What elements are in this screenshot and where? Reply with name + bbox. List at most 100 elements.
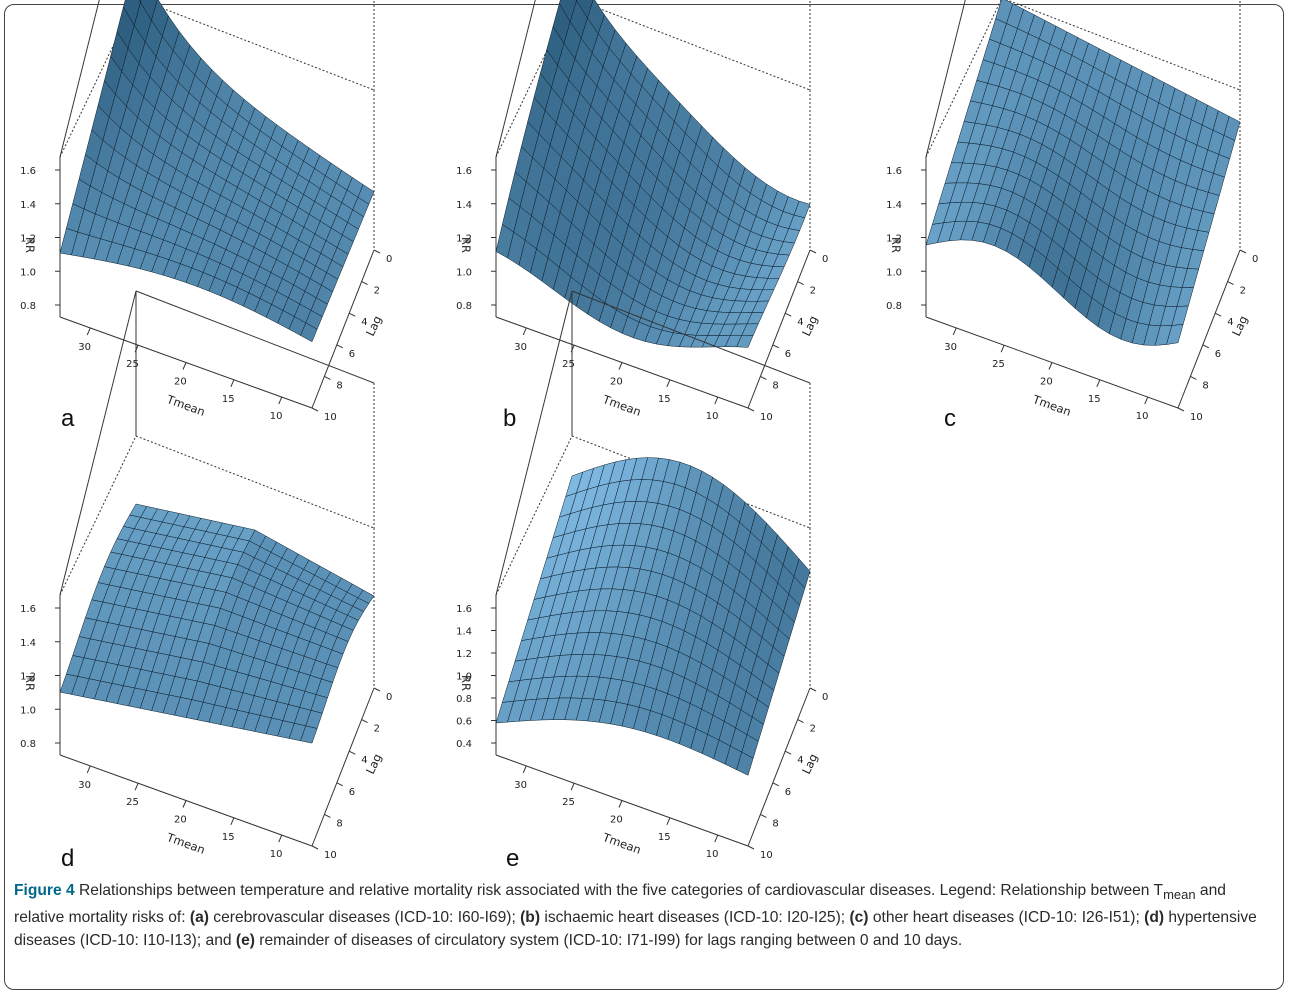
x-tick — [182, 362, 187, 370]
x-axis-label: Tmean — [1030, 392, 1073, 419]
caption-tag-e: (e) — [235, 932, 255, 950]
panel-label-d: d — [61, 845, 75, 872]
y-tick — [1190, 375, 1197, 380]
y-tick-label: 6 — [349, 349, 355, 360]
box-edge — [59, 0, 136, 158]
x-tick-label: 25 — [992, 359, 1005, 370]
z-tick-label: 1.6 — [20, 604, 36, 615]
y-tick-label: 6 — [785, 787, 791, 798]
z-tick-label: 1.0 — [886, 267, 902, 278]
y-tick-label: 8 — [1202, 380, 1208, 391]
x-tick — [618, 800, 623, 808]
y-tick-label: 6 — [1215, 349, 1221, 360]
z-tick-label: 1.4 — [20, 638, 36, 649]
y-tick-label: 6 — [349, 787, 355, 798]
surface-plot-a: 0.81.01.21.41.6RR3025201510Tmean0246810L… — [20, 0, 392, 423]
y-tick-label: 2 — [1240, 286, 1246, 297]
panel-label-b: b — [503, 405, 517, 432]
y-tick-label: 4 — [797, 755, 803, 766]
x-tick-label: 15 — [222, 394, 235, 405]
box-edge — [571, 290, 811, 384]
z-tick-label: 1.0 — [20, 267, 36, 278]
caption-text-c: other heart diseases (ICD-10: I26-I51); — [868, 909, 1145, 927]
y-tick — [1214, 312, 1222, 317]
x-axis-label: Tmean — [600, 392, 643, 419]
caption-text-a: cerebrovascular diseases (ICD-10: I60-I6… — [208, 909, 521, 927]
z-tick-label: 1.2 — [456, 649, 472, 660]
y-tick — [747, 845, 755, 850]
box-edge — [575, 0, 811, 91]
y-tick — [1202, 344, 1210, 349]
x-tick-label: 10 — [706, 411, 719, 422]
x-tick — [182, 800, 187, 808]
x-tick-label: 10 — [270, 411, 283, 422]
y-tick — [311, 407, 319, 412]
x-tick-label: 25 — [562, 797, 575, 808]
y-tick — [772, 344, 780, 349]
z-tick-label: 1.6 — [20, 166, 36, 177]
y-tick — [1239, 249, 1247, 254]
y-tick-label: 4 — [797, 317, 803, 328]
box-edge — [495, 0, 572, 158]
x-axis-label: Tmean — [164, 392, 207, 419]
box-edge — [1005, 0, 1241, 91]
z-tick-label: 1.0 — [456, 267, 472, 278]
y-tick — [324, 375, 331, 380]
y-tick — [348, 750, 356, 755]
figure-caption: Figure 4 Relationships between temperatu… — [14, 879, 1264, 952]
caption-text-e: remainder of diseases of circulatory sys… — [254, 932, 963, 950]
x-tick — [570, 783, 575, 791]
x-tick-label: 20 — [174, 815, 187, 826]
z-tick-label: 1.2 — [20, 672, 36, 683]
box-edge — [495, 290, 573, 596]
x-tick — [1000, 345, 1005, 353]
caption-tag-c: (c) — [849, 909, 869, 927]
surface-facet — [1166, 324, 1184, 345]
z-tick-label: 1.6 — [456, 604, 472, 615]
x-tick-label: 15 — [658, 394, 671, 405]
y-tick-label: 4 — [1227, 317, 1233, 328]
surface-facet — [736, 335, 754, 348]
y-tick — [809, 687, 817, 692]
x-tick-label: 25 — [126, 359, 139, 370]
z-tick-label: 1.6 — [886, 166, 902, 177]
caption-text: and relative mortality risks of: — [14, 882, 1226, 927]
y-tick-label: 2 — [374, 286, 380, 297]
z-axis-label: RR — [23, 675, 37, 691]
z-tick-label: 0.8 — [456, 694, 472, 705]
x-tick-label: 10 — [706, 849, 719, 860]
x-tick-label: 30 — [514, 342, 527, 353]
x-tick — [278, 396, 283, 405]
z-axis-label: RR — [23, 237, 37, 253]
z-tick-label: 0.8 — [20, 301, 36, 312]
z-axis-label: RR — [459, 675, 473, 691]
box-edge — [1177, 249, 1241, 409]
x-tick — [134, 783, 139, 791]
box-edge — [59, 0, 100, 158]
z-tick-label: 0.6 — [456, 717, 472, 728]
x-tick-label: 30 — [78, 780, 91, 791]
x-axis-label: Tmean — [600, 830, 643, 857]
caption-title: Relationships between temperature and re… — [74, 882, 1164, 899]
caption-text-b: ischaemic heart diseases (ICD-10: I20-I2… — [540, 909, 850, 927]
y-tick-label: 4 — [361, 317, 367, 328]
surface-facet — [300, 725, 318, 744]
y-tick — [336, 344, 344, 349]
box-edge — [495, 435, 573, 596]
z-tick-label: 0.8 — [20, 739, 36, 750]
box-edge — [495, 0, 536, 158]
surface-plot-e: 0.4 0.6 0.8 1.0 1.2 1.4 1.6 RR 30 25 20 15 10 Tmean 0 2… — [456, 290, 828, 861]
x-axis-label: Tmean — [164, 830, 207, 857]
x-tick-label: 20 — [1040, 377, 1053, 388]
y-tick — [772, 782, 780, 787]
y-tick — [797, 719, 804, 724]
z-tick-label: 1.2 — [886, 234, 902, 245]
y-tick — [373, 249, 381, 254]
x-tick — [86, 327, 91, 336]
x-tick — [86, 765, 91, 774]
box-edge — [135, 435, 375, 529]
z-axis-label: RR — [459, 237, 473, 253]
box-edge — [747, 687, 811, 847]
y-tick-label: 8 — [336, 818, 342, 829]
z-tick-label: 1.2 — [456, 234, 472, 245]
